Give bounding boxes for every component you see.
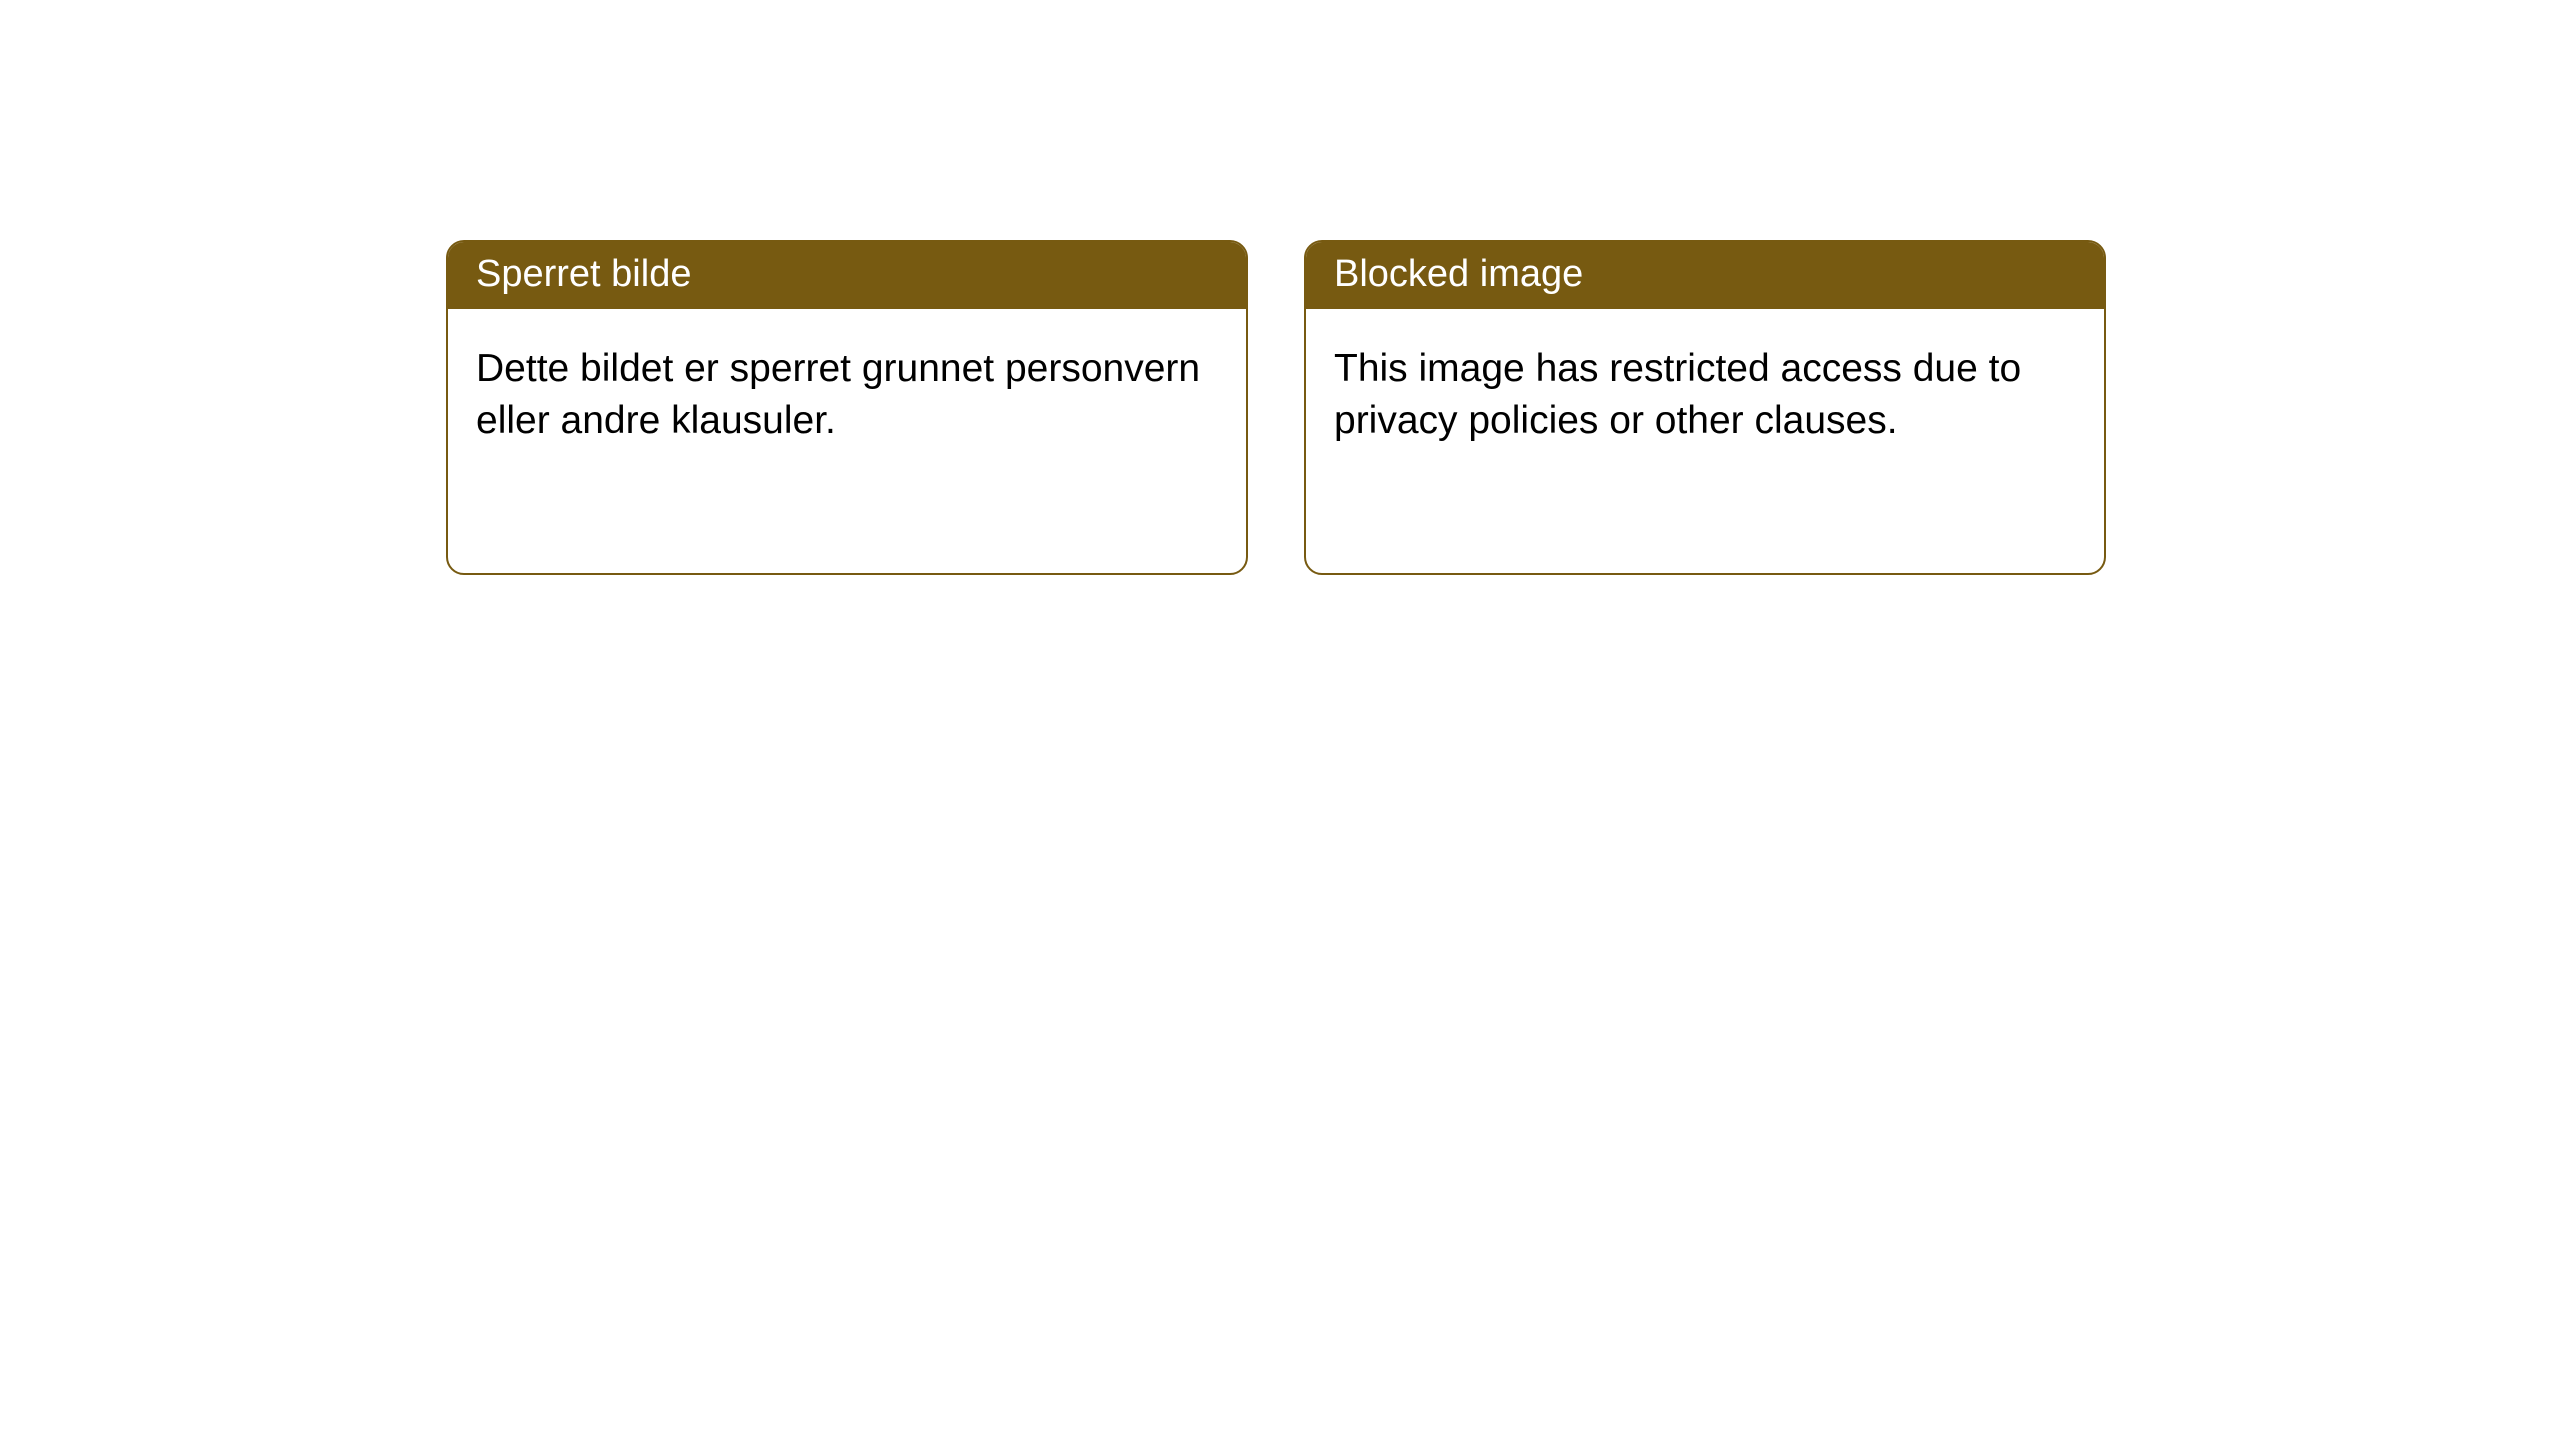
- notice-title: Blocked image: [1306, 242, 2104, 309]
- notice-container: Sperret bilde Dette bildet er sperret gr…: [0, 0, 2560, 575]
- notice-body: Dette bildet er sperret grunnet personve…: [448, 309, 1246, 480]
- notice-title: Sperret bilde: [448, 242, 1246, 309]
- notice-card-english: Blocked image This image has restricted …: [1304, 240, 2106, 575]
- notice-card-norwegian: Sperret bilde Dette bildet er sperret gr…: [446, 240, 1248, 575]
- notice-body: This image has restricted access due to …: [1306, 309, 2104, 480]
